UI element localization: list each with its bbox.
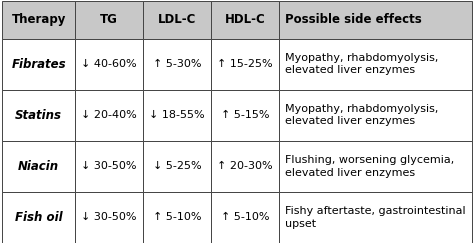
Bar <box>2 192 75 243</box>
Text: TG: TG <box>100 13 118 26</box>
Bar <box>279 38 472 90</box>
Bar <box>2 141 75 192</box>
Bar <box>2 1 75 38</box>
Text: Myopathy, rhabdomyolysis,
elevated liver enzymes: Myopathy, rhabdomyolysis, elevated liver… <box>285 104 438 126</box>
Text: HDL-C: HDL-C <box>225 13 265 26</box>
Text: ↑ 5-15%: ↑ 5-15% <box>221 110 269 120</box>
Text: Fibrates: Fibrates <box>11 58 66 70</box>
Text: Possible side effects: Possible side effects <box>285 13 421 26</box>
Bar <box>143 1 211 38</box>
Text: Statins: Statins <box>15 109 62 122</box>
Text: ↑ 5-30%: ↑ 5-30% <box>153 59 201 69</box>
Text: Therapy: Therapy <box>11 13 66 26</box>
Bar <box>211 141 279 192</box>
Text: ↓ 18-55%: ↓ 18-55% <box>149 110 205 120</box>
Bar <box>75 90 143 141</box>
Text: ↑ 20-30%: ↑ 20-30% <box>218 161 273 171</box>
Bar <box>143 90 211 141</box>
Bar <box>211 192 279 243</box>
Bar <box>211 38 279 90</box>
Bar <box>279 192 472 243</box>
Text: ↑ 5-10%: ↑ 5-10% <box>153 212 201 222</box>
Bar <box>2 38 75 90</box>
Bar <box>279 141 472 192</box>
Text: ↑ 15-25%: ↑ 15-25% <box>218 59 273 69</box>
Text: Myopathy, rhabdomyolysis,
elevated liver enzymes: Myopathy, rhabdomyolysis, elevated liver… <box>285 53 438 75</box>
Bar <box>75 192 143 243</box>
Bar <box>2 90 75 141</box>
Text: ↓ 20-40%: ↓ 20-40% <box>81 110 137 120</box>
Text: Fishy aftertaste, gastrointestinal
upset: Fishy aftertaste, gastrointestinal upset <box>285 206 465 229</box>
Bar <box>279 90 472 141</box>
Bar <box>211 1 279 38</box>
Bar <box>75 38 143 90</box>
Text: Niacin: Niacin <box>18 160 59 173</box>
Bar <box>143 38 211 90</box>
Bar <box>75 1 143 38</box>
Bar <box>279 1 472 38</box>
Bar <box>211 90 279 141</box>
Bar <box>75 141 143 192</box>
Text: LDL-C: LDL-C <box>158 13 196 26</box>
Bar <box>143 141 211 192</box>
Text: Flushing, worsening glycemia,
elevated liver enzymes: Flushing, worsening glycemia, elevated l… <box>285 155 454 177</box>
Text: ↓ 40-60%: ↓ 40-60% <box>82 59 137 69</box>
Bar <box>143 192 211 243</box>
Text: ↓ 30-50%: ↓ 30-50% <box>82 212 137 222</box>
Text: ↑ 5-10%: ↑ 5-10% <box>221 212 269 222</box>
Text: ↓ 5-25%: ↓ 5-25% <box>153 161 201 171</box>
Text: ↓ 30-50%: ↓ 30-50% <box>82 161 137 171</box>
Text: Fish oil: Fish oil <box>15 211 63 224</box>
